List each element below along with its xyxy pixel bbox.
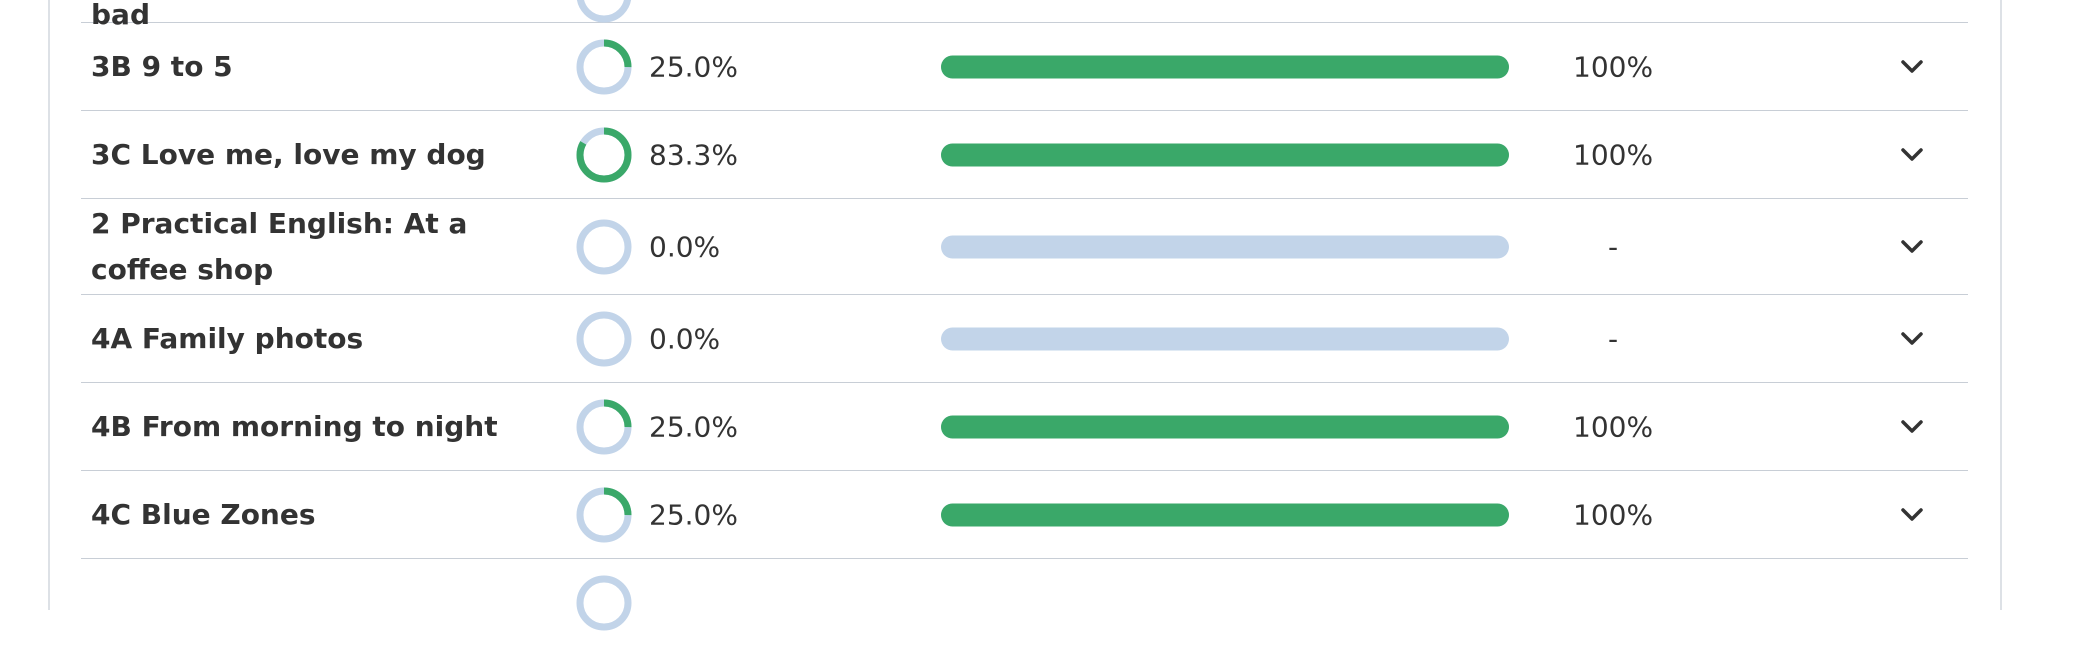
score-label: 100%: [1573, 50, 1654, 83]
chevron-icon: [1901, 331, 1923, 345]
row: 3B 9 to 5 25.0% 100%: [81, 23, 1968, 111]
completion-label: 83.3%: [649, 138, 738, 171]
expand-chevron[interactable]: [1899, 238, 1925, 256]
score-label: 100%: [1573, 498, 1654, 531]
partial-row: [81, 559, 1968, 647]
expand-chevron[interactable]: [1899, 418, 1925, 436]
completion-label: 25.0%: [649, 50, 738, 83]
completion-label: 25.0%: [649, 498, 738, 531]
score-label: -: [1607, 230, 1619, 263]
progress-bar: [941, 143, 1509, 166]
progress-bar: [941, 327, 1509, 350]
progress-bar: [941, 415, 1509, 438]
row: 4C Blue Zones 25.0% 100%: [81, 471, 1968, 559]
donut: [576, 311, 632, 366]
donut-fill: [576, 39, 632, 94]
chevron-icon: [1901, 239, 1923, 253]
expand-chevron[interactable]: [1899, 330, 1925, 348]
progress-bar: [941, 235, 1509, 258]
donut-fill: [576, 399, 632, 454]
donut-fill: [576, 487, 632, 542]
row: 4A Family photos 0.0% -: [81, 295, 1968, 383]
donut: [576, 399, 632, 454]
score-label: 100%: [1573, 410, 1654, 443]
donut: [576, 127, 632, 182]
expand-chevron[interactable]: [1899, 506, 1925, 524]
row: 4B From morning to night 25.0% 100%: [81, 383, 1968, 471]
donut-track: [576, 311, 632, 366]
chevron-icon: [1901, 507, 1923, 521]
completion-label: 25.0%: [649, 410, 738, 443]
completion-label: 0.0%: [649, 322, 721, 355]
donut: [576, 487, 632, 542]
donut: [576, 219, 632, 274]
row-title: 4B From morning to night: [91, 409, 498, 443]
chevron-icon: [1901, 59, 1923, 73]
chevron-icon: [1901, 419, 1923, 433]
row-title: 4C Blue Zones: [91, 497, 316, 531]
bar-fill: [941, 55, 1509, 78]
donut: [576, 0, 632, 23]
expand-chevron[interactable]: [1899, 146, 1925, 164]
bar-fill: [941, 415, 1509, 438]
row: 2 Practical English: At a coffee shop 0.0…: [81, 199, 1968, 295]
score-label: 100%: [1573, 138, 1654, 171]
donut-track: [576, 219, 632, 274]
donut: [576, 39, 632, 94]
row-title: bad: [91, 0, 150, 31]
bar-fill: [941, 143, 1509, 166]
donut: [576, 575, 632, 631]
chevron-icon: [1901, 147, 1923, 161]
row-title: 3C Love me, love my dog: [91, 137, 486, 171]
bar-track: [941, 327, 1509, 350]
donut-fill: [576, 127, 632, 182]
page: bad 3B 9 to 5 25.0% 100% 3C Love me, love m…: [48, 0, 2002, 631]
score-label: -: [1607, 322, 1619, 355]
partial-row: bad: [81, 0, 1968, 31]
progress-bar: [941, 503, 1509, 526]
expand-chevron[interactable]: [1899, 58, 1925, 76]
row-title: 2 Practical English: At a coffee shop: [91, 206, 468, 286]
progress-bar: [941, 55, 1509, 78]
row-title: 3B 9 to 5: [91, 49, 233, 83]
bar-track: [941, 235, 1509, 258]
bar-fill: [941, 503, 1509, 526]
row-title: 4A Family photos: [91, 321, 364, 355]
row: 3C Love me, love my dog 83.3% 100%: [81, 111, 1968, 199]
completion-label: 0.0%: [649, 230, 721, 263]
panel: [48, 0, 2002, 610]
